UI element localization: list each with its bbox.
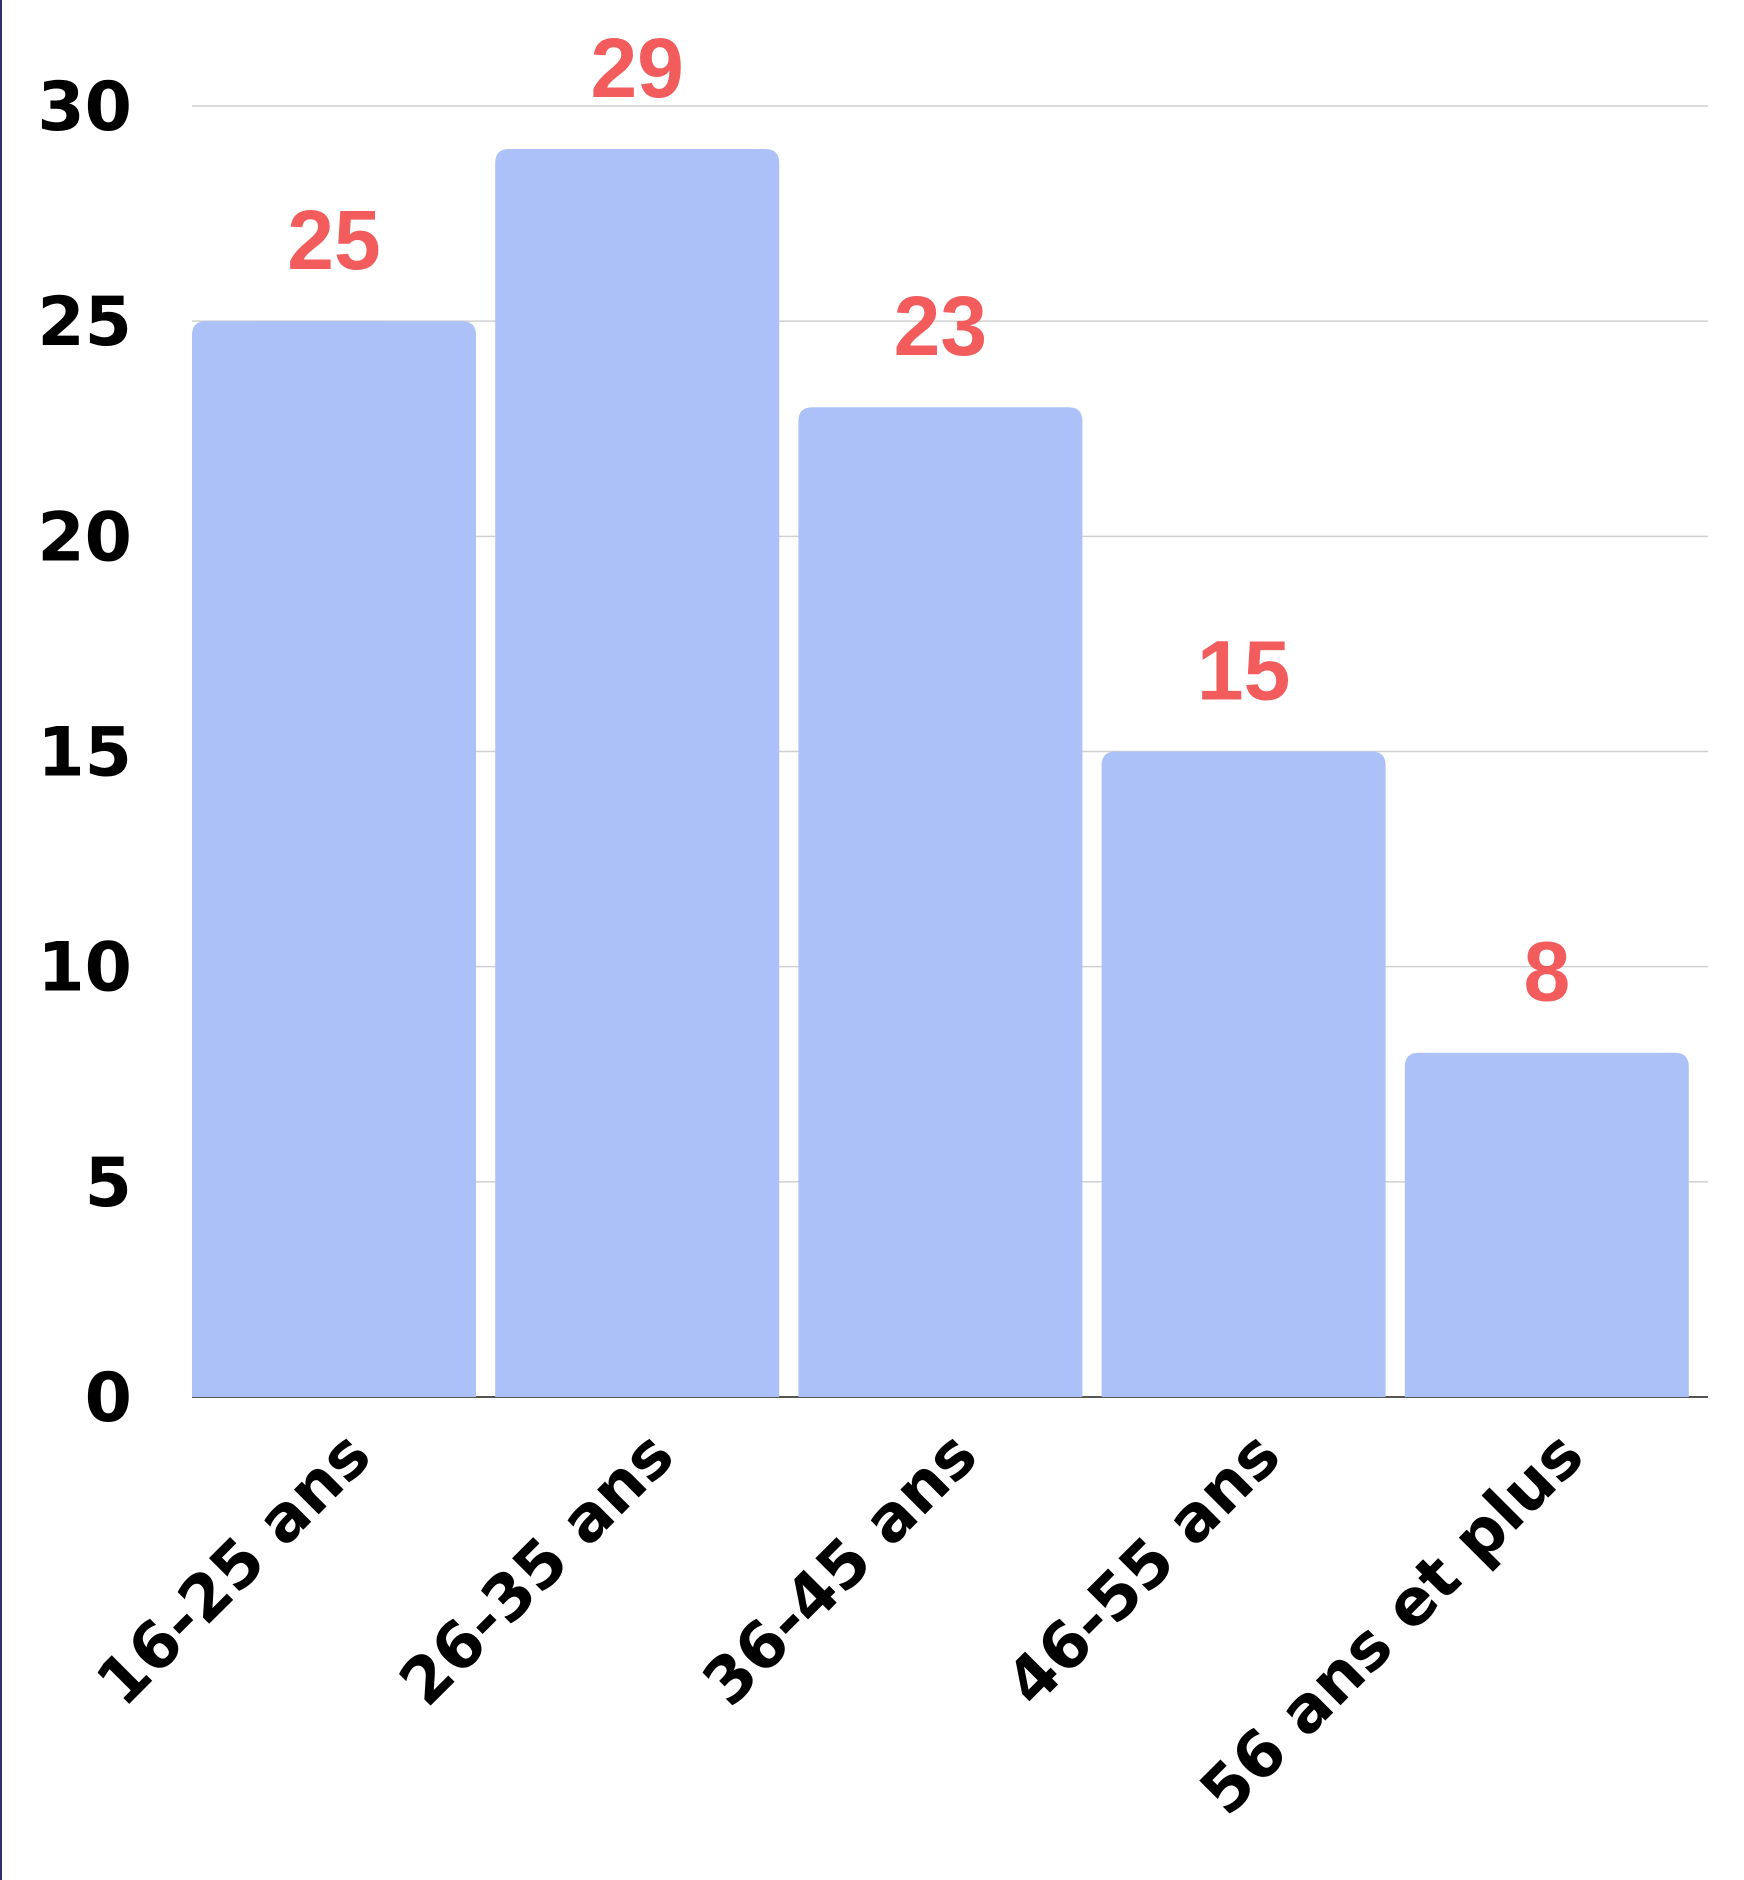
y-tick-label: 20	[37, 498, 132, 577]
y-tick-label: 10	[37, 929, 132, 1008]
data-label: 8	[1523, 925, 1570, 1019]
data-label: 29	[590, 21, 683, 115]
y-tick-label: 0	[85, 1359, 132, 1438]
data-label: 23	[894, 279, 987, 373]
y-tick-label: 5	[85, 1144, 132, 1223]
bar-4	[1101, 751, 1386, 1397]
data-label: 15	[1197, 624, 1290, 718]
bar-3	[798, 407, 1083, 1397]
bar-5	[1404, 1052, 1689, 1397]
y-tick-label: 15	[37, 714, 132, 793]
x-category-label: 26-35 ans	[386, 1418, 689, 1721]
y-tick-label: 30	[37, 68, 132, 147]
left-border	[0, 0, 2, 1880]
x-category-label: 36-45 ans	[689, 1418, 992, 1721]
bar-1	[192, 321, 476, 1398]
y-tick-label: 25	[37, 283, 132, 362]
data-label: 25	[287, 193, 380, 287]
x-category-label: 16-25 ans	[83, 1418, 386, 1721]
x-category-label: 46-55 ans	[992, 1418, 1295, 1721]
bar-2	[495, 149, 780, 1398]
